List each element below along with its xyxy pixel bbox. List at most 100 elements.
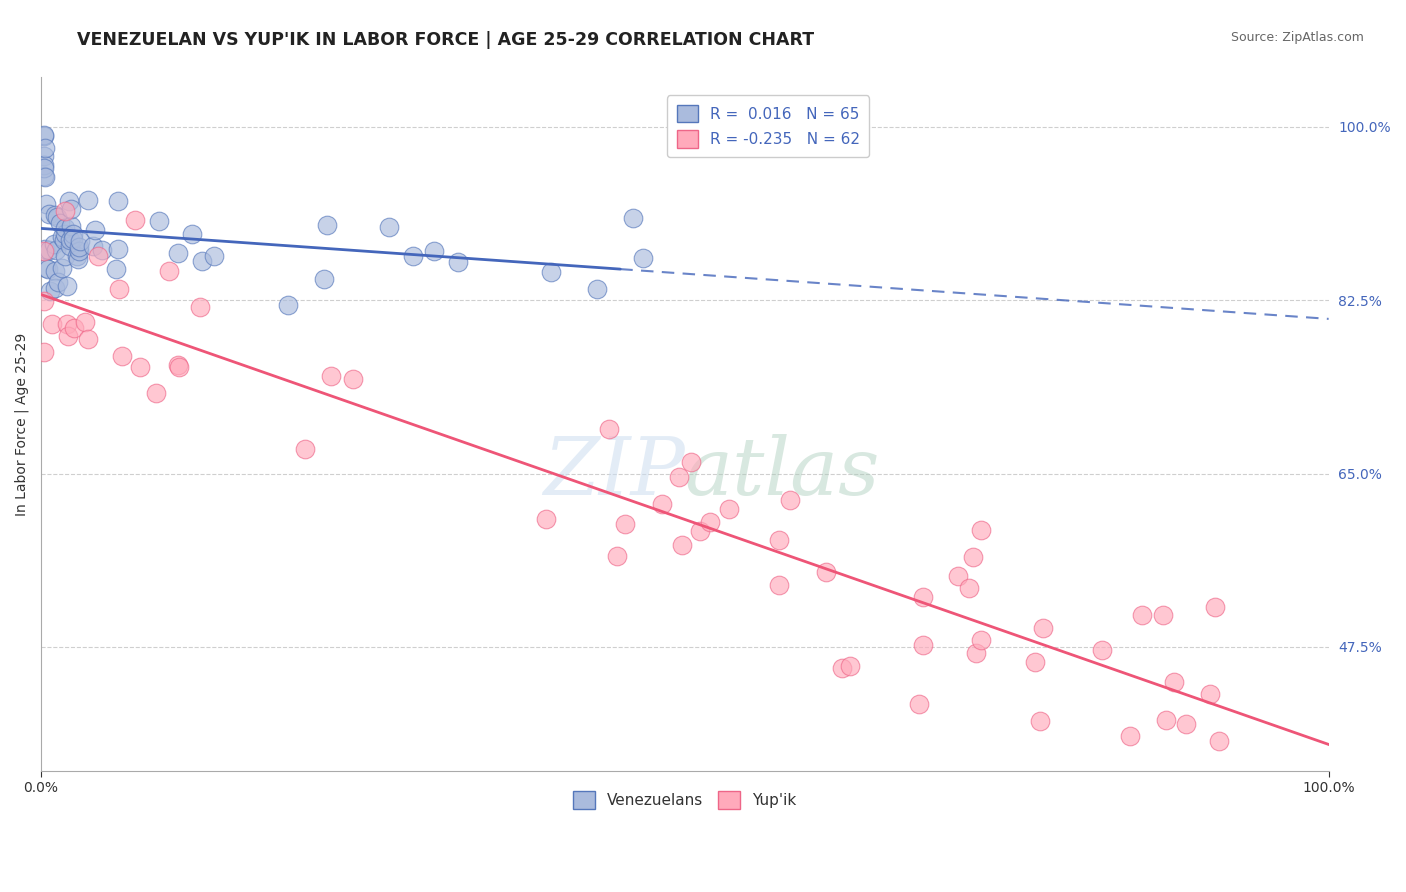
- Point: [34, 294, 56, 309]
- Point: [53, 227, 76, 241]
- Text: Source: ZipAtlas.com: Source: ZipAtlas.com: [1230, 31, 1364, 45]
- Point: [67, 244, 90, 258]
- Point: [699, 515, 721, 529]
- Point: [34, 129, 56, 144]
- Point: [912, 590, 935, 604]
- Point: [586, 282, 609, 296]
- Point: [1029, 714, 1052, 728]
- Point: [34, 141, 56, 155]
- Point: [46, 275, 69, 289]
- Point: [35, 260, 58, 275]
- Point: [75, 315, 97, 329]
- Point: [423, 244, 446, 258]
- Point: [53, 233, 76, 247]
- Legend: Venezuelans, Yup'ik: Venezuelans, Yup'ik: [567, 785, 803, 815]
- Point: [62, 227, 84, 241]
- Point: [181, 227, 204, 241]
- Point: [1163, 674, 1185, 689]
- Text: atlas: atlas: [685, 434, 880, 511]
- Point: [42, 237, 65, 252]
- Point: [59, 233, 82, 247]
- Point: [41, 318, 63, 332]
- Point: [1032, 621, 1054, 635]
- Point: [598, 422, 620, 436]
- Point: [53, 204, 76, 219]
- Point: [681, 455, 703, 469]
- Point: [56, 278, 79, 293]
- Point: [202, 249, 225, 263]
- Point: [378, 219, 401, 234]
- Point: [957, 581, 980, 595]
- Point: [111, 349, 134, 363]
- Point: [34, 242, 56, 256]
- Point: [839, 659, 862, 673]
- Point: [91, 244, 114, 258]
- Point: [965, 646, 987, 660]
- Point: [689, 524, 711, 538]
- Point: [167, 245, 190, 260]
- Point: [717, 502, 740, 516]
- Point: [1174, 716, 1197, 731]
- Text: VENEZUELAN VS YUP'IK IN LABOR FORCE | AGE 25-29 CORRELATION CHART: VENEZUELAN VS YUP'IK IN LABOR FORCE | AG…: [77, 31, 814, 49]
- Point: [45, 243, 67, 257]
- Point: [107, 242, 129, 256]
- Point: [277, 298, 299, 312]
- Point: [38, 206, 60, 220]
- Point: [1024, 656, 1046, 670]
- Point: [970, 632, 993, 647]
- Point: [55, 220, 77, 235]
- Point: [1208, 734, 1230, 748]
- Point: [768, 533, 790, 548]
- Point: [908, 698, 931, 712]
- Point: [188, 300, 211, 314]
- Point: [1199, 687, 1222, 701]
- Point: [83, 223, 105, 237]
- Point: [631, 251, 654, 265]
- Point: [321, 368, 343, 383]
- Point: [58, 194, 80, 209]
- Point: [651, 497, 673, 511]
- Point: [63, 320, 86, 334]
- Point: [1204, 599, 1226, 614]
- Point: [34, 169, 56, 184]
- Point: [779, 493, 801, 508]
- Point: [44, 208, 66, 222]
- Point: [1132, 608, 1154, 623]
- Point: [1119, 729, 1142, 743]
- Point: [962, 549, 984, 564]
- Point: [167, 358, 190, 372]
- Point: [342, 371, 364, 385]
- Point: [77, 332, 100, 346]
- Point: [34, 149, 56, 163]
- Point: [621, 211, 644, 225]
- Point: [66, 249, 89, 263]
- Point: [53, 249, 76, 263]
- Point: [37, 262, 59, 277]
- Point: [613, 517, 636, 532]
- Y-axis label: In Labor Force | Age 25-29: In Labor Force | Age 25-29: [15, 333, 30, 516]
- Point: [167, 360, 190, 375]
- Point: [34, 244, 56, 258]
- Point: [912, 638, 935, 652]
- Point: [51, 230, 73, 244]
- Point: [56, 329, 79, 343]
- Point: [59, 202, 82, 216]
- Point: [35, 197, 58, 211]
- Point: [970, 524, 993, 538]
- Point: [34, 169, 56, 184]
- Point: [34, 345, 56, 359]
- Point: [56, 317, 79, 331]
- Point: [44, 281, 66, 295]
- Point: [768, 578, 790, 592]
- Point: [51, 261, 73, 276]
- Point: [49, 216, 72, 230]
- Point: [34, 161, 56, 175]
- Point: [107, 194, 129, 208]
- Point: [45, 210, 67, 224]
- Point: [831, 661, 853, 675]
- Point: [1154, 713, 1177, 727]
- Point: [59, 238, 82, 252]
- Point: [62, 232, 84, 246]
- Point: [294, 442, 316, 456]
- Point: [536, 512, 558, 526]
